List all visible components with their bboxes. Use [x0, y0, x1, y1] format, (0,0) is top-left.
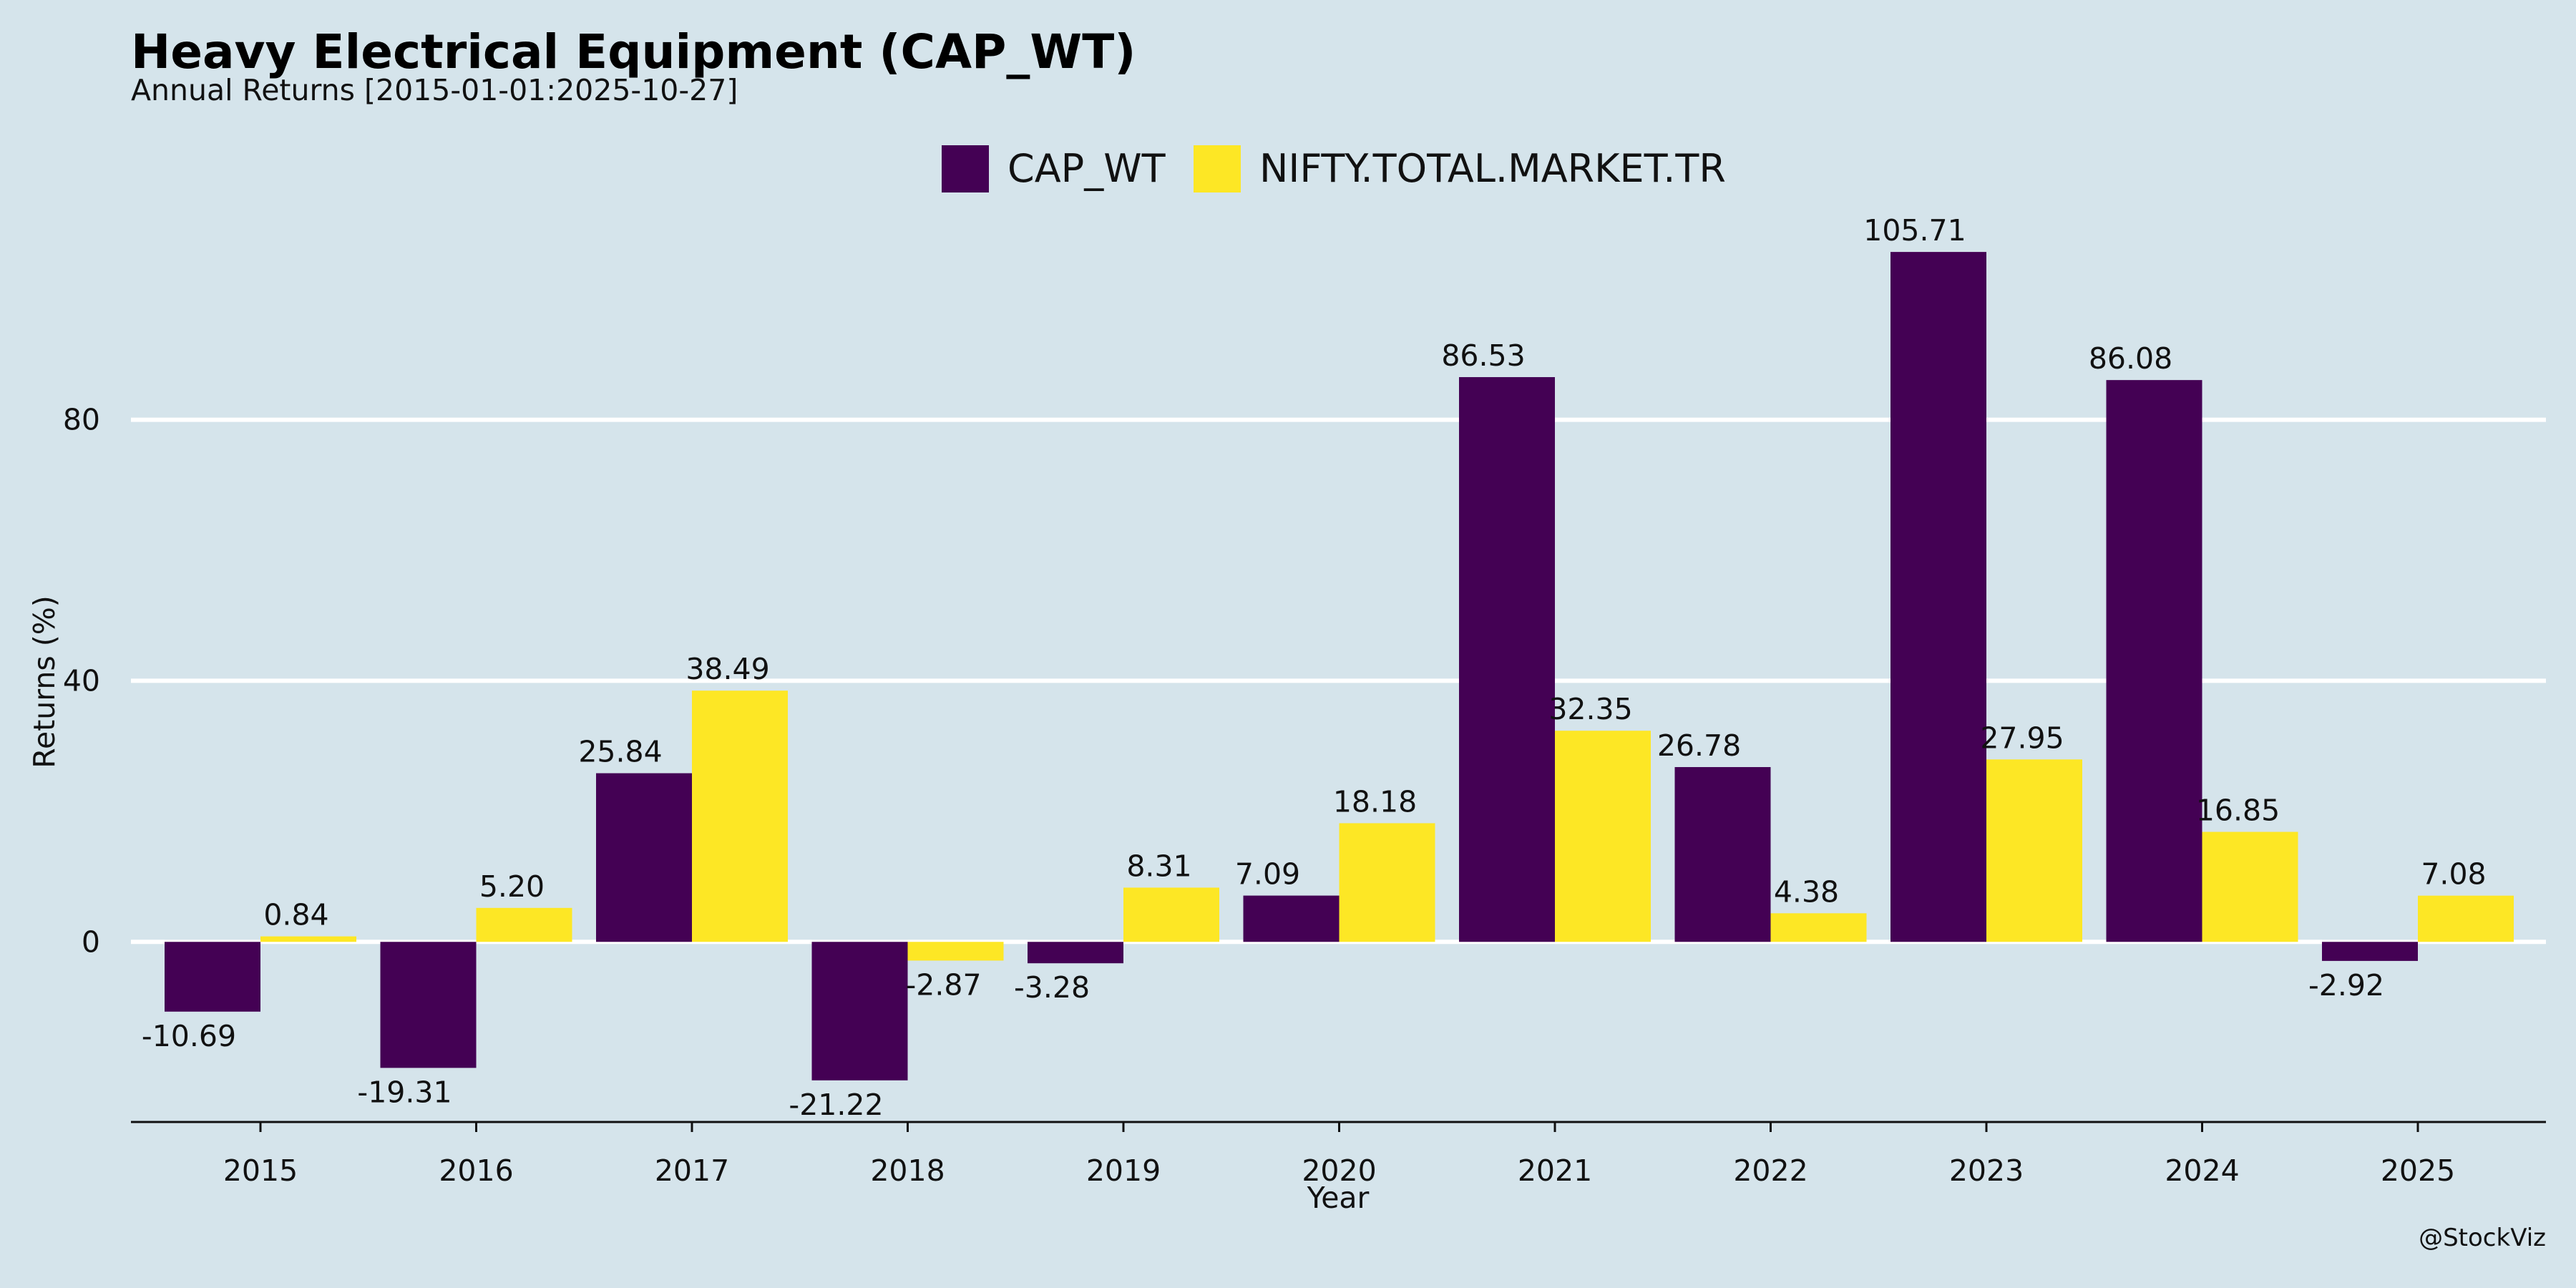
data-label: 27.95	[1980, 721, 2064, 755]
data-label: 7.08	[2421, 857, 2486, 892]
bar	[2202, 831, 2298, 942]
data-label: -3.28	[1014, 970, 1090, 1005]
bar	[1028, 942, 1123, 964]
data-label: -10.69	[142, 1019, 236, 1053]
bar	[260, 936, 356, 942]
bar	[1986, 759, 2082, 942]
bar	[596, 773, 692, 942]
data-label: 38.49	[686, 652, 769, 686]
x-tick-label: 2018	[870, 1153, 945, 1188]
data-label: 26.78	[1657, 728, 1741, 763]
x-tick-label: 2022	[1733, 1153, 1807, 1188]
data-label: 25.84	[578, 735, 662, 769]
bar	[1674, 767, 1771, 942]
data-label: -21.22	[789, 1088, 883, 1122]
axes: 0 40 80 2015 2016 2017 2018 2019 2020 2021 2022 202…	[63, 403, 2546, 1188]
data-label: 32.35	[1548, 692, 1632, 726]
x-tick-label: 2015	[223, 1153, 298, 1188]
y-tick-label: 40	[63, 663, 100, 698]
bar	[1555, 731, 1651, 942]
bar	[1339, 823, 1435, 942]
bar	[1890, 252, 1986, 942]
data-label: 16.85	[2196, 794, 2280, 828]
bar	[165, 942, 260, 1012]
legend-swatch	[1194, 145, 1241, 192]
data-label: 0.84	[263, 898, 328, 932]
data-label: 86.53	[1441, 338, 1525, 373]
data-label: 7.09	[1235, 857, 1300, 892]
x-axis-label: Year	[1307, 1181, 1370, 1215]
bar	[1459, 377, 1555, 942]
x-tick-label: 2024	[2165, 1153, 2239, 1188]
bar	[692, 691, 788, 942]
x-tick-label: 2019	[1086, 1153, 1161, 1188]
bar	[2106, 380, 2202, 942]
y-tick-label: 80	[63, 403, 100, 437]
legend-label: CAP_WT	[1008, 146, 1166, 191]
x-tick-label: 2020	[1302, 1153, 1376, 1188]
bar	[476, 907, 572, 942]
x-tick-label: 2021	[1518, 1153, 1592, 1188]
data-label: 18.18	[1333, 784, 1417, 819]
y-tick-label: 0	[82, 924, 100, 959]
bar	[2418, 895, 2514, 942]
legend: CAP_WT NIFTY.TOTAL.MARKET.TR	[942, 145, 1726, 192]
data-labels: -10.69 -19.31 25.84 -21.22 -3.28 7.09 86.53 26.…	[142, 213, 2487, 1122]
watermark: @StockViz	[2419, 1224, 2546, 1252]
x-tick-label: 2016	[439, 1153, 513, 1188]
bar	[2322, 942, 2418, 961]
chart-subtitle: Annual Returns [2015-01-01:2025-10-27]	[131, 73, 738, 107]
x-tick-label: 2023	[1949, 1153, 2024, 1188]
legend-swatch	[942, 145, 989, 192]
chart-title: Heavy Electrical Equipment (CAP_WT)	[131, 24, 1136, 79]
bar	[811, 942, 908, 1080]
data-label: -2.87	[905, 967, 981, 1002]
bar	[1770, 913, 1867, 942]
y-axis-label: Returns (%)	[27, 595, 62, 768]
bar	[1123, 887, 1219, 942]
data-label: 86.08	[2089, 341, 2172, 376]
data-label: 105.71	[1863, 213, 1966, 248]
bar	[380, 942, 477, 1068]
bar	[1243, 895, 1340, 942]
x-tick-label: 2025	[2381, 1153, 2455, 1188]
bars	[165, 252, 2514, 1080]
bar	[907, 942, 1004, 961]
x-tick-label: 2017	[655, 1153, 729, 1188]
data-label: -19.31	[357, 1075, 452, 1109]
data-label: 4.38	[1774, 874, 1839, 909]
data-label: 5.20	[479, 869, 545, 904]
legend-label: NIFTY.TOTAL.MARKET.TR	[1259, 146, 1726, 191]
data-label: -2.92	[2308, 968, 2384, 1002]
data-label: 8.31	[1126, 849, 1191, 883]
